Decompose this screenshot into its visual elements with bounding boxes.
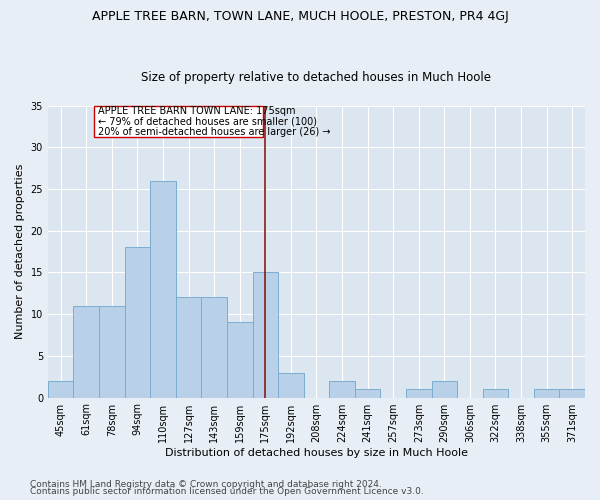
Bar bbox=[431, 381, 457, 398]
Title: Size of property relative to detached houses in Much Hoole: Size of property relative to detached ho… bbox=[142, 70, 491, 84]
Bar bbox=[482, 389, 508, 398]
Text: ← 79% of detached houses are smaller (100): ← 79% of detached houses are smaller (10… bbox=[98, 116, 317, 126]
Bar bbox=[329, 381, 355, 398]
Text: APPLE TREE BARN, TOWN LANE, MUCH HOOLE, PRESTON, PR4 4GJ: APPLE TREE BARN, TOWN LANE, MUCH HOOLE, … bbox=[92, 10, 508, 23]
Bar bbox=[99, 306, 125, 398]
FancyBboxPatch shape bbox=[94, 106, 263, 137]
Bar bbox=[176, 298, 202, 398]
Text: 20% of semi-detached houses are larger (26) →: 20% of semi-detached houses are larger (… bbox=[98, 127, 330, 137]
Bar bbox=[253, 272, 278, 398]
X-axis label: Distribution of detached houses by size in Much Hoole: Distribution of detached houses by size … bbox=[165, 448, 468, 458]
Bar bbox=[559, 389, 585, 398]
Bar bbox=[406, 389, 431, 398]
Bar bbox=[125, 248, 150, 398]
Text: Contains HM Land Registry data © Crown copyright and database right 2024.: Contains HM Land Registry data © Crown c… bbox=[30, 480, 382, 489]
Bar bbox=[202, 298, 227, 398]
Bar bbox=[534, 389, 559, 398]
Bar bbox=[150, 180, 176, 398]
Text: Contains public sector information licensed under the Open Government Licence v3: Contains public sector information licen… bbox=[30, 488, 424, 496]
Y-axis label: Number of detached properties: Number of detached properties bbox=[15, 164, 25, 339]
Bar bbox=[48, 381, 73, 398]
Bar bbox=[227, 322, 253, 398]
Bar bbox=[278, 372, 304, 398]
Bar bbox=[73, 306, 99, 398]
Text: APPLE TREE BARN TOWN LANE: 175sqm: APPLE TREE BARN TOWN LANE: 175sqm bbox=[98, 106, 295, 116]
Bar bbox=[355, 389, 380, 398]
